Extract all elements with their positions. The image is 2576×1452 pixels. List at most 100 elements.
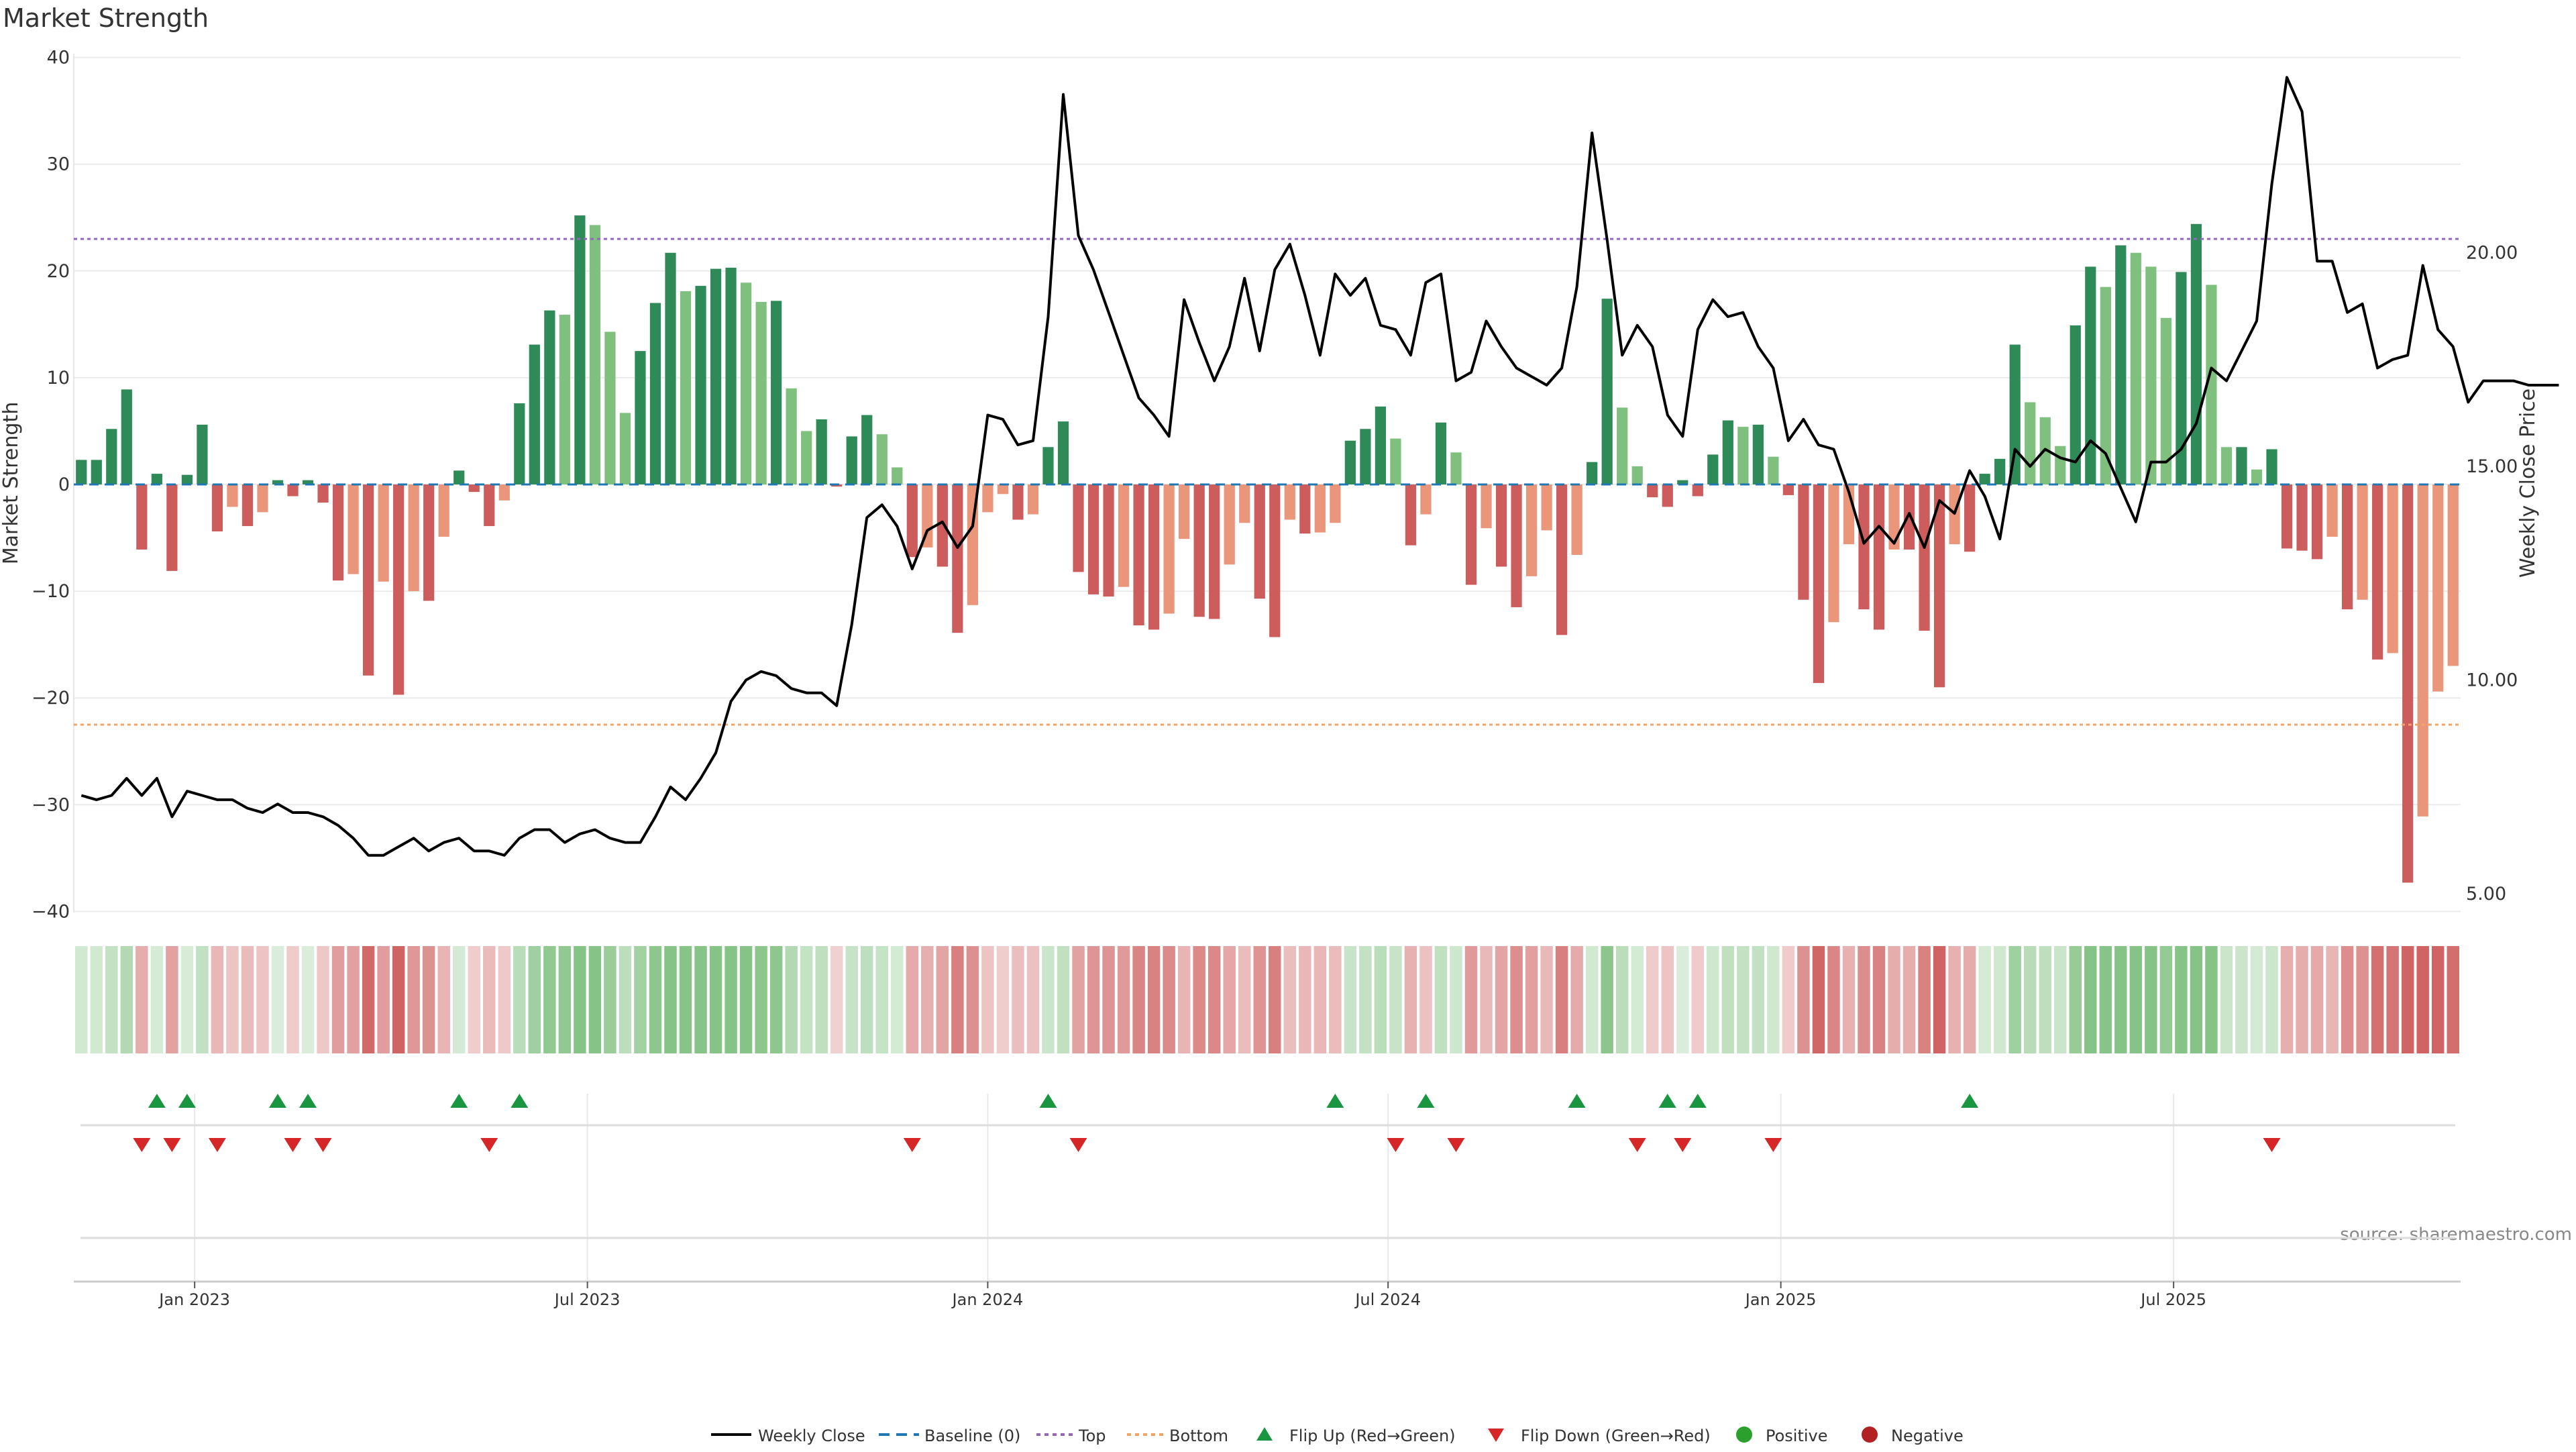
- heat-cell: [2205, 946, 2218, 1053]
- strength-bar: [1209, 484, 1220, 619]
- flip-up-marker: [269, 1094, 287, 1108]
- x-tick-label: Jul 2024: [1354, 1290, 1421, 1309]
- flip-up-marker: [1417, 1094, 1435, 1108]
- heat-cell: [1208, 946, 1221, 1053]
- heat-cell: [453, 946, 466, 1053]
- strength-bar: [1692, 484, 1703, 497]
- strength-bar: [1798, 484, 1809, 600]
- heat-cell: [1102, 946, 1115, 1053]
- strength-bar: [1390, 438, 1401, 484]
- heat-cell: [347, 946, 360, 1053]
- legend-swatch-flip-down: [1488, 1429, 1504, 1442]
- heat-cell: [90, 946, 103, 1053]
- strength-bar: [257, 484, 268, 513]
- flip-up-marker: [511, 1094, 529, 1108]
- heat-cell: [2386, 946, 2399, 1053]
- heat-cell: [769, 946, 783, 1053]
- heat-cell: [392, 946, 405, 1053]
- y-tick-label: 40: [47, 48, 70, 68]
- strength-bar: [619, 413, 631, 484]
- heat-cell: [301, 946, 315, 1053]
- strength-bar: [241, 484, 254, 527]
- heat-cell: [574, 946, 586, 1053]
- grid-layer: [73, 54, 2461, 1283]
- strength-bar: [1314, 484, 1326, 533]
- strength-bar: [755, 301, 767, 484]
- strength-bar: [76, 460, 87, 484]
- strength-bar: [2160, 317, 2171, 484]
- strength-bar: [1587, 462, 1598, 484]
- heat-cell: [1948, 946, 1961, 1053]
- strength-bar: [604, 331, 616, 484]
- legend-label: Positive: [1766, 1427, 1828, 1445]
- strength-bar: [2130, 252, 2141, 484]
- flip-down-marker: [1628, 1138, 1646, 1152]
- heat-cell: [1072, 946, 1085, 1053]
- legend-label: Bottom: [1169, 1427, 1228, 1445]
- heat-cell: [2023, 946, 2037, 1053]
- strength-bar: [786, 388, 797, 484]
- heat-cell: [2326, 946, 2339, 1053]
- strength-bar: [498, 484, 510, 501]
- strength-bar: [2266, 449, 2277, 484]
- strength-bar: [1752, 424, 1764, 484]
- strength-bar: [2357, 484, 2368, 600]
- heat-cell: [1525, 946, 1538, 1053]
- flip-down-marker: [208, 1138, 226, 1152]
- strength-bar: [1964, 484, 1976, 552]
- heat-cell: [2084, 946, 2097, 1053]
- heat-cell: [1646, 946, 1659, 1053]
- strength-bar: [1179, 484, 1190, 539]
- strength-bar: [1677, 480, 1688, 484]
- strength-bar: [1768, 456, 1779, 484]
- strength-bar: [1903, 484, 1915, 550]
- y-tick-label: −10: [32, 581, 70, 602]
- x-tick-label: Jan 2024: [951, 1290, 1024, 1309]
- strength-bar: [544, 310, 555, 484]
- strength-bar: [1239, 484, 1250, 523]
- flip-up-marker: [148, 1094, 166, 1108]
- strength-bar: [1420, 484, 1432, 515]
- strength-bar: [559, 315, 570, 484]
- strength-bar: [2055, 446, 2066, 484]
- heat-cell: [1057, 946, 1070, 1053]
- strength-bar: [2296, 484, 2308, 551]
- heat-cell: [1902, 946, 1916, 1053]
- heat-cell: [2416, 946, 2429, 1053]
- weekly-close-series: [80, 76, 2559, 857]
- heat-cell: [513, 946, 526, 1053]
- heat-cell: [1132, 946, 1145, 1053]
- strength-bar: [1163, 484, 1175, 614]
- strength-bar: [1435, 422, 1447, 484]
- strength-bar: [1087, 484, 1099, 594]
- heat-cell: [830, 946, 843, 1053]
- strength-bar: [2326, 484, 2338, 537]
- heat-cell: [2296, 946, 2308, 1053]
- heat-cell: [2054, 946, 2067, 1053]
- heat-cell: [649, 946, 662, 1053]
- strength-bar: [1118, 484, 1130, 587]
- y2-tick-label: 10.00: [2466, 670, 2518, 691]
- strength-bar: [2251, 469, 2263, 484]
- flip-up-marker: [1568, 1094, 1586, 1108]
- weekly-close-line: [80, 76, 2559, 857]
- legend-label: Weekly Close: [758, 1427, 865, 1445]
- chart-title: Market Strength: [3, 3, 209, 33]
- heat-cell: [861, 946, 873, 1053]
- heat-cell: [1978, 946, 1991, 1053]
- flip-up-marker: [1961, 1094, 1979, 1108]
- strength-bar: [1133, 484, 1144, 626]
- strength-bar: [816, 419, 827, 484]
- heat-cell: [120, 946, 133, 1053]
- heat-cell: [1163, 946, 1175, 1053]
- heat-cell: [845, 946, 858, 1053]
- flip-down-marker: [314, 1138, 332, 1152]
- flip-up-marker: [1326, 1094, 1344, 1108]
- heat-cell: [166, 946, 178, 1053]
- heat-cell: [1389, 946, 1402, 1053]
- strength-bar: [725, 268, 737, 484]
- flip-up-marker: [1658, 1094, 1676, 1108]
- heat-cell: [755, 946, 767, 1053]
- heat-cell: [1661, 946, 1674, 1053]
- heat-cell: [1555, 946, 1568, 1053]
